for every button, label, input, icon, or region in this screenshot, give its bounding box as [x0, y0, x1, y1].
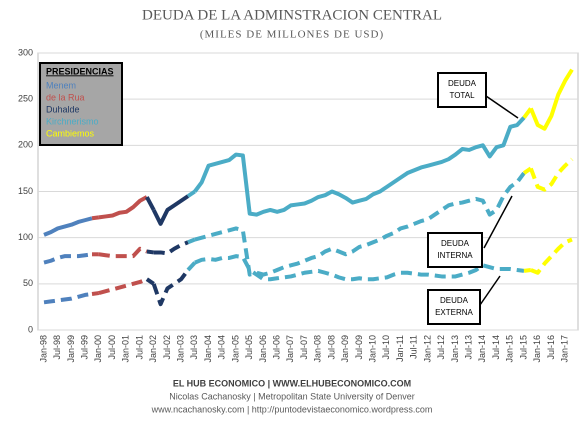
annotation-arrow [485, 95, 519, 119]
legend-box [39, 62, 123, 146]
line-segment [98, 246, 148, 259]
x-tick-label: Jul-08 [326, 335, 336, 360]
x-tick-label: Jul-04 [217, 335, 227, 360]
footer-text: EL HUB ECONOMICO | WWW.ELHUBECONOMICO.CO… [173, 378, 411, 388]
line-segment [530, 237, 573, 275]
x-tick-label: Jul-09 [354, 335, 364, 360]
x-tick-label: Jan-14 [477, 335, 487, 363]
line-connector [186, 261, 197, 272]
x-tick-label: Jan-03 [176, 335, 186, 363]
annotation-box [437, 72, 487, 108]
x-tick-label: Jul-99 [80, 335, 90, 360]
annotation-box [427, 289, 481, 325]
annotation-text: DEUDA INTERNA [437, 239, 473, 260]
x-tick-label: Jan-00 [93, 335, 103, 363]
x-tick-label: Jan-04 [203, 335, 213, 363]
x-tick-label: Jul-01 [134, 335, 144, 360]
footer: EL HUB ECONOMICO | WWW.ELHUBECONOMICO.CO… [151, 378, 433, 414]
x-tick-label: Jul-06 [272, 335, 282, 360]
y-tick-label: 150 [18, 186, 33, 196]
chart-title: DEUDA DE LA ADMINSTRACION CENTRAL [142, 7, 442, 23]
annotation-arrow [483, 195, 513, 249]
annotation-text: DEUDA TOTAL [448, 79, 477, 100]
x-tick-label: Jan-15 [505, 335, 515, 363]
line-segment [153, 240, 189, 256]
x-tick-label: Jan-02 [148, 335, 158, 363]
line-connector [145, 196, 156, 211]
x-tick-label: Jan-11 [395, 335, 405, 362]
x-tick-label: Jan-10 [368, 335, 378, 363]
line-connector [523, 268, 532, 273]
x-tick-label: Jul-12 [436, 335, 446, 360]
legend-entry: Duhalde [46, 104, 80, 114]
x-tick-label: Jul-14 [491, 335, 501, 360]
x-tick-label: Jul-15 [518, 335, 528, 360]
x-tick-label: Jan-09 [340, 335, 350, 363]
grid: 0 50 100 150 200 250 300 [18, 47, 578, 334]
legend: Menem de la Rua Duhalde Kirchnerismo Cambiem… [46, 80, 99, 138]
line-segment [528, 157, 574, 192]
y-tick-label: 250 [18, 94, 33, 104]
legend-title: PRESIDENCIAS [46, 66, 114, 76]
legend-entry: Kirchnerismo [46, 116, 99, 126]
annotation-text: DEUDA EXTERNA [435, 296, 473, 317]
line-connector [91, 291, 100, 296]
x-tick-label: Jan-01 [121, 335, 131, 363]
line-connector [146, 249, 154, 255]
x-tick-label: Jan-99 [66, 335, 76, 363]
x-tick-label: Jan-12 [422, 335, 432, 363]
x-tick-label: Jan-06 [258, 335, 268, 363]
annotations: DEUDA TOTAL DEUDA INTERNA DEUDA EXTERNA [427, 72, 519, 325]
line-segment [98, 277, 148, 295]
lines [43, 68, 574, 307]
x-tick-label: Jul-07 [299, 335, 309, 360]
x-axis: Jan-98 Jul-98 Jan-99 Jul-99 Jan-00 Jul-00 Jan-… [38, 335, 569, 363]
y-tick-label: 200 [18, 140, 33, 150]
x-tick-label: Jan-13 [450, 335, 460, 363]
y-tick-label: 100 [18, 232, 33, 242]
line-connector [186, 189, 196, 198]
x-tick-label: Jul-00 [107, 335, 117, 360]
x-tick-label: Jul-05 [244, 335, 254, 360]
line-segment [194, 254, 525, 282]
line-segment [43, 292, 93, 305]
legend-entry: Menem [46, 80, 76, 90]
x-tick-label: Jan-16 [532, 335, 542, 363]
x-tick-label: Jan-05 [230, 335, 240, 363]
line-segment [98, 195, 148, 220]
x-tick-label: Jan-07 [285, 335, 295, 363]
footer-text: www.ncachanosky.com | http://puntodevist… [151, 404, 433, 414]
line-connector [187, 237, 196, 245]
annotation-box [427, 232, 483, 268]
x-tick-label: Jul-13 [464, 335, 474, 360]
line-segment [194, 171, 526, 277]
line-segment [529, 68, 574, 131]
x-tick-label: Jan-17 [560, 335, 570, 363]
x-tick-label: Jul-98 [52, 335, 62, 360]
x-tick-label: Jul-02 [162, 335, 172, 360]
x-tick-label: Jul-11 [409, 335, 419, 359]
line-segment [43, 252, 93, 265]
x-tick-label: Jul-10 [381, 335, 391, 360]
x-tick-label: Jan-08 [313, 335, 323, 363]
line-segment [193, 116, 526, 217]
x-tick-label: Jul-03 [189, 335, 199, 360]
x-tick-label: Jul-16 [546, 335, 556, 360]
legend-entry: Cambiemos [46, 128, 95, 138]
y-tick-label: 300 [18, 47, 33, 57]
x-tick-label: Jan-98 [38, 335, 48, 363]
line-connector [145, 277, 155, 286]
legend-entry: de la Rua [46, 92, 85, 102]
chart-subtitle: (MILES DE MILLONES DE USD) [200, 29, 384, 41]
line-segment [151, 268, 190, 307]
annotation-arrow [479, 275, 501, 306]
line-segment [43, 216, 93, 237]
y-tick-label: 50 [23, 278, 33, 288]
line-segment [151, 194, 190, 226]
footer-text: Nicolas Cachanosky | Metropolitan State … [169, 391, 414, 401]
line-connector [91, 215, 100, 221]
y-tick-label: 0 [28, 324, 33, 334]
